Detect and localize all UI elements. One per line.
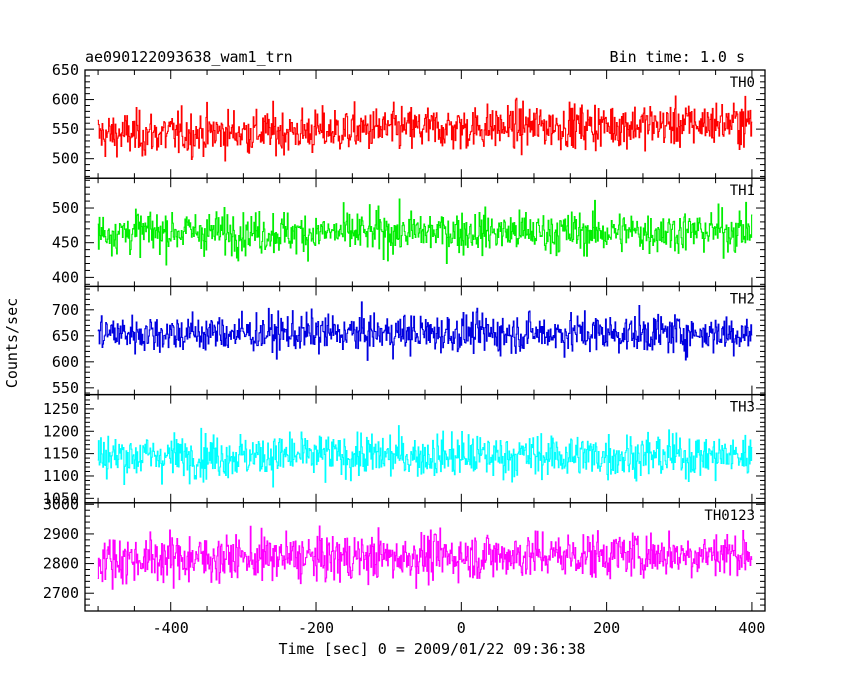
y-tick-label: 1250	[43, 400, 79, 418]
panels: 500 550 600 650 TH0 400 450 500 TH1 550 600 650 700 T…	[43, 61, 766, 612]
y-tick-label: 600	[52, 353, 79, 371]
x-axis-title: Time [sec] 0 = 2009/01/22 09:36:38	[278, 640, 585, 658]
plot-header-bin-time: Bin time: 1.0 s	[610, 48, 745, 66]
y-axis-title: Counts/sec	[3, 298, 21, 388]
panel-th3: 1050 1100 1150 1200 1250 TH3	[43, 393, 766, 507]
panel-th0: 500 550 600 650 TH0	[52, 61, 766, 179]
panel-th2: 550 600 650 700 TH2	[52, 285, 766, 397]
y-tick-label: 2900	[43, 525, 79, 543]
series-th1	[97, 198, 753, 266]
y-tick-label: 500	[52, 150, 79, 168]
x-axis: -400 -200 0 200 400	[153, 619, 766, 637]
x-tick-label: -400	[153, 619, 189, 637]
y-tick-label: 700	[52, 301, 79, 319]
x-tick-label: 0	[457, 619, 466, 637]
y-tick-label: 550	[52, 379, 79, 397]
y-tick-label: 1100	[43, 467, 79, 485]
panel-th1: 400 450 500 TH1	[52, 177, 766, 288]
y-tick-label: 2700	[43, 584, 79, 602]
x-tick-label: 200	[593, 619, 620, 637]
panel-label: TH1	[730, 183, 755, 199]
y-tick-label: 1050	[43, 489, 79, 507]
y-tick-label: 3000	[43, 495, 79, 513]
x-tick-label: -200	[298, 619, 334, 637]
y-tick-label: 2800	[43, 555, 79, 573]
panel-th0123: 2700 2800 2900 3000 TH0123	[43, 495, 766, 612]
series-th2	[97, 301, 753, 361]
series-th0	[97, 95, 753, 162]
y-tick-label: 650	[52, 61, 79, 79]
plot-header-title: ae090122093638_wam1_trn	[85, 48, 293, 66]
x-tick-label: 400	[738, 619, 765, 637]
series-th3	[97, 425, 753, 488]
panel-frame	[84, 285, 766, 396]
y-tick-label: 550	[52, 120, 79, 138]
y-tick-label: 500	[52, 199, 79, 217]
y-tick-label: 450	[52, 234, 79, 252]
panel-label: TH2	[730, 291, 755, 307]
y-tick-label: 400	[52, 268, 79, 286]
panel-label: TH0123	[704, 508, 755, 524]
panel-label: TH3	[730, 400, 755, 416]
y-tick-label: 1150	[43, 445, 79, 463]
panel-label: TH0	[730, 75, 755, 91]
y-tick-label: 650	[52, 327, 79, 345]
y-tick-label: 1200	[43, 422, 79, 440]
y-tick-label: 600	[52, 91, 79, 109]
series-th0123	[97, 525, 753, 590]
